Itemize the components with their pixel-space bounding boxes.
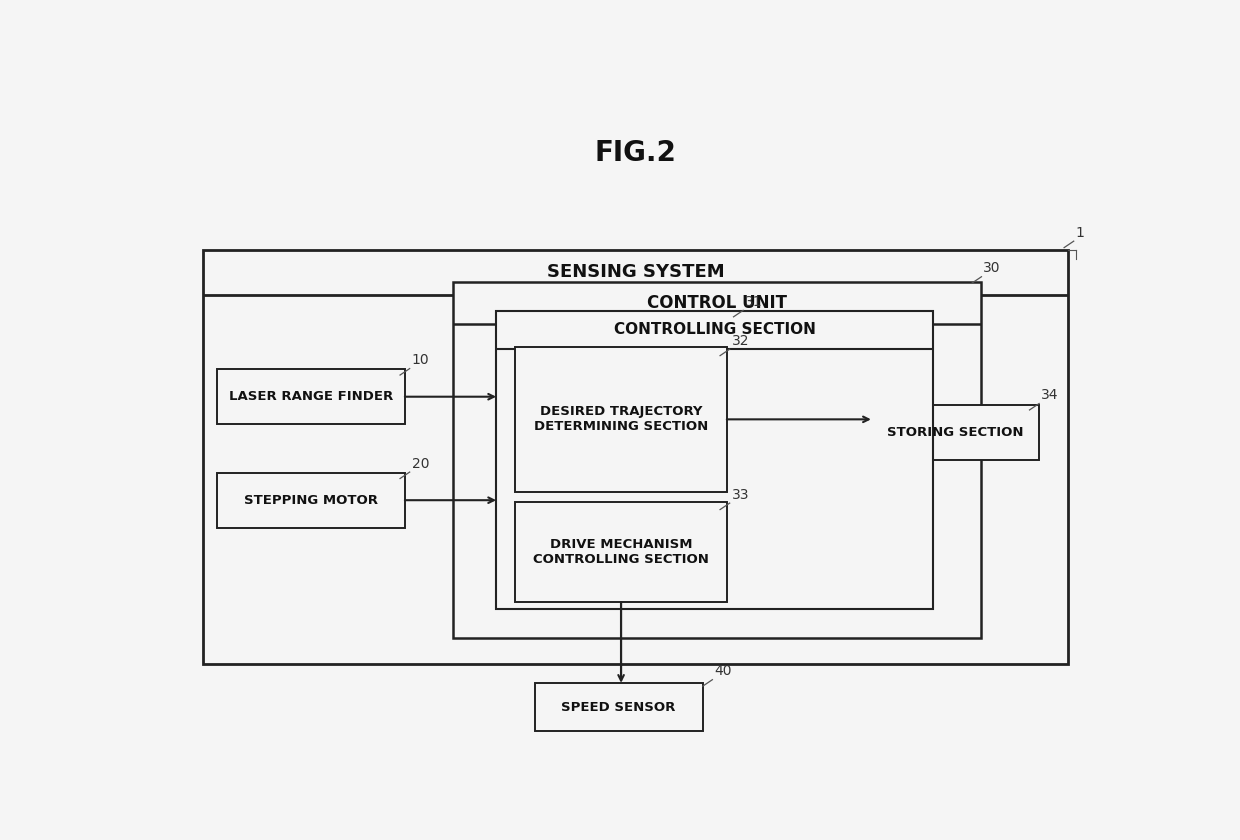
Bar (203, 249, 1068, 664)
Bar (453, 282, 982, 638)
Text: STEPPING MOTOR: STEPPING MOTOR (244, 494, 378, 507)
Text: FIG.2: FIG.2 (594, 139, 677, 166)
Text: DRIVE MECHANISM
CONTROLLING SECTION: DRIVE MECHANISM CONTROLLING SECTION (533, 538, 709, 566)
Text: 40: 40 (714, 664, 732, 679)
Text: 31: 31 (745, 295, 763, 309)
Text: 20: 20 (412, 457, 429, 470)
Text: 1: 1 (1075, 226, 1085, 240)
Bar (217, 370, 404, 424)
Text: CONTROLLING SECTION: CONTROLLING SECTION (614, 323, 816, 338)
Text: CONTROL UNIT: CONTROL UNIT (647, 294, 787, 312)
Text: LASER RANGE FINDER: LASER RANGE FINDER (229, 391, 393, 403)
Bar (534, 683, 703, 732)
Text: 30: 30 (983, 261, 1001, 276)
Text: STORING SECTION: STORING SECTION (887, 426, 1023, 438)
Text: DESIRED TRAJECTORY
DETERMINING SECTION: DESIRED TRAJECTORY DETERMINING SECTION (534, 406, 708, 433)
Bar (516, 347, 727, 492)
Text: 10: 10 (412, 354, 429, 367)
Bar (496, 311, 934, 608)
Text: SENSING SYSTEM: SENSING SYSTEM (547, 263, 724, 281)
Bar (516, 501, 727, 602)
Text: 33: 33 (732, 488, 749, 501)
Bar (870, 405, 1039, 459)
Bar (217, 473, 404, 528)
Text: SPEED SENSOR: SPEED SENSOR (562, 701, 676, 714)
Text: 32: 32 (732, 333, 749, 348)
Text: 34: 34 (1042, 388, 1059, 402)
